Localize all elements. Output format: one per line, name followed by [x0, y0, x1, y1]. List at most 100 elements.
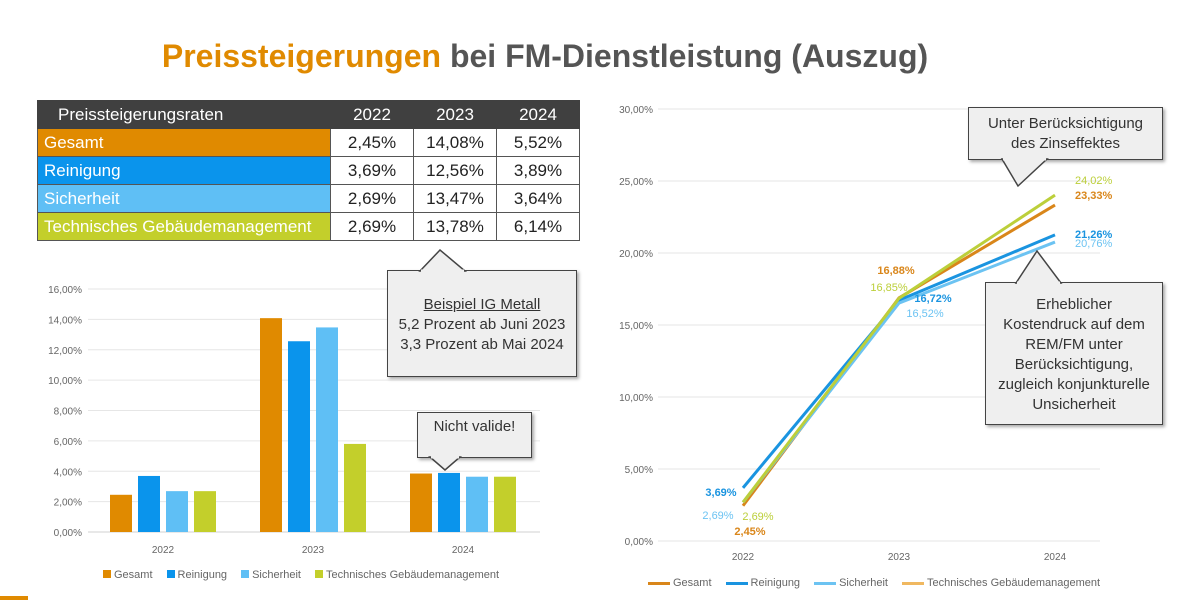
data-label: 16,85% — [870, 282, 908, 294]
bar-technisches-gebäudemanagement — [194, 491, 216, 532]
legend-label: Sicherheit — [839, 577, 888, 589]
legend-swatch — [166, 570, 175, 578]
legend-item: Gesamt — [648, 577, 712, 589]
rates-table: Preissteigerungsraten 2022 2023 2024 Ges… — [37, 100, 580, 241]
row-label: Technisches Gebäudemanagement — [37, 212, 331, 241]
ig-metall-callout: Beispiel IG Metall 5,2 Prozent ab Juni 2… — [387, 270, 577, 377]
table-row: Sicherheit 2,69% 13,47% 3,64% — [37, 184, 580, 213]
header-2024: 2024 — [496, 100, 580, 129]
data-label: 16,72% — [914, 293, 952, 305]
bar-gesamt — [260, 318, 282, 532]
legend-item: Reinigung — [166, 569, 228, 581]
bar-gesamt — [410, 473, 432, 532]
row-label: Gesamt — [37, 128, 331, 157]
legend-item: Sicherheit — [241, 569, 301, 581]
legend-swatch — [241, 570, 250, 578]
header-2023: 2023 — [413, 100, 497, 129]
legend-swatch — [901, 581, 924, 585]
line-legend: Gesamt Reinigung Sicherheit Technisches Geb… — [648, 577, 1100, 589]
y-tick-label: 10,00% — [48, 376, 82, 387]
x-tick-label: 2024 — [1044, 552, 1067, 563]
bar-legend: Gesamt Reinigung Sicherheit Technisches Geb… — [103, 569, 499, 581]
row-value: 12,56% — [413, 156, 497, 185]
data-label: 2,45% — [734, 526, 765, 538]
data-label: 23,33% — [1075, 190, 1113, 202]
bar-reinigung — [138, 475, 160, 532]
callout-line: Berücksichtigung, — [1014, 356, 1134, 373]
bar-sicherheit — [316, 327, 338, 532]
table-header: Preissteigerungsraten 2022 2023 2024 — [37, 100, 580, 129]
bar-technisches-gebäudemanagement — [494, 476, 516, 532]
legend-swatch — [725, 581, 748, 585]
row-value: 3,64% — [496, 184, 580, 213]
y-tick-label: 20,00% — [619, 249, 653, 260]
y-tick-label: 5,00% — [625, 465, 653, 476]
data-label: 2,69% — [742, 511, 773, 523]
data-label: 16,88% — [877, 265, 915, 277]
row-value: 5,52% — [496, 128, 580, 157]
callout-line: 5,2 Prozent ab Juni 2023 — [398, 316, 566, 333]
legend-label: Reinigung — [177, 569, 228, 581]
callout-line: des Zinseffektes — [1011, 135, 1120, 152]
x-tick-label: 2023 — [302, 545, 325, 556]
data-label: 21,26% — [1075, 229, 1113, 241]
callout-heading: Beispiel IG Metall — [423, 296, 541, 313]
y-tick-label: 0,00% — [54, 528, 82, 539]
legend-item: Gesamt — [103, 569, 153, 581]
callout-line: Unsicherheit — [1032, 396, 1116, 413]
y-tick-label: 16,00% — [48, 285, 82, 296]
data-label: 20,76% — [1075, 238, 1113, 250]
legend-item: Technisches Gebäudemanagement — [901, 577, 1101, 589]
row-value: 2,45% — [330, 128, 414, 157]
callout-line: 3,3 Prozent ab Mai 2024 — [400, 336, 564, 353]
data-label: 24,02% — [1075, 175, 1113, 187]
table-row: Gesamt 2,45% 14,08% 5,52% — [37, 128, 580, 157]
legend-label: Sicherheit — [252, 569, 301, 581]
callout-line: Kostendruck auf dem — [1003, 316, 1145, 333]
legend-swatch — [814, 581, 837, 585]
y-tick-label: 8,00% — [54, 407, 82, 418]
line-chart: 0,00% 5,00% 10,00% 15,00% 20,00% 25,00% 30,00%… — [619, 105, 1113, 563]
x-tick-label: 2024 — [452, 545, 475, 556]
callout-line: Erheblicher — [1036, 296, 1112, 313]
table-row: Reinigung 3,69% 12,56% 3,89% — [37, 156, 580, 185]
nicht-valide-callout: Nicht valide! — [417, 412, 532, 458]
legend-label: Technisches Gebäudemanagement — [926, 577, 1101, 589]
y-tick-label: 25,00% — [619, 177, 653, 188]
legend-swatch — [314, 570, 323, 578]
data-label: 3,69% — [705, 487, 736, 499]
y-tick-label: 4,00% — [54, 467, 82, 478]
row-label: Sicherheit — [37, 184, 331, 213]
row-value: 2,69% — [330, 184, 414, 213]
x-tick-label: 2023 — [888, 552, 911, 563]
data-label: 2,69% — [702, 510, 733, 522]
row-value: 3,69% — [330, 156, 414, 185]
y-tick-label: 2,00% — [54, 498, 82, 509]
y-tick-label: 15,00% — [619, 321, 653, 332]
x-tick-label: 2022 — [732, 552, 755, 563]
header-2022: 2022 — [330, 100, 414, 129]
row-value: 3,89% — [496, 156, 580, 185]
bar-technisches-gebäudemanagement — [344, 443, 366, 532]
callout-line: Unter Berücksichtigung — [987, 115, 1144, 132]
legend-label: Gesamt — [673, 577, 712, 589]
table-row: Technisches Gebäudemanagement 2,69% 13,78%… — [37, 212, 580, 241]
legend-item: Reinigung — [725, 577, 801, 589]
y-tick-label: 10,00% — [619, 393, 653, 404]
bar-sicherheit — [466, 476, 488, 532]
legend-label: Technisches Gebäudemanagement — [325, 569, 500, 581]
zinseffekt-callout: Unter Berücksichtigung des Zinseffektes — [968, 107, 1163, 160]
bar-sicherheit — [166, 491, 188, 532]
y-tick-label: 6,00% — [54, 437, 82, 448]
callout-text: Nicht valide! — [433, 418, 516, 435]
page-title: Preissteigerungen bei FM-Dienstleistung … — [161, 38, 929, 74]
row-value: 6,14% — [496, 212, 580, 241]
row-value: 14,08% — [413, 128, 497, 157]
bar-reinigung — [438, 472, 460, 532]
y-tick-label: 12,00% — [48, 346, 82, 357]
y-tick-label: 30,00% — [619, 105, 653, 116]
header-label: Preissteigerungsraten — [37, 100, 331, 129]
legend-item: Sicherheit — [814, 577, 888, 589]
legend-label: Reinigung — [750, 577, 801, 589]
bar-gesamt — [110, 494, 132, 532]
